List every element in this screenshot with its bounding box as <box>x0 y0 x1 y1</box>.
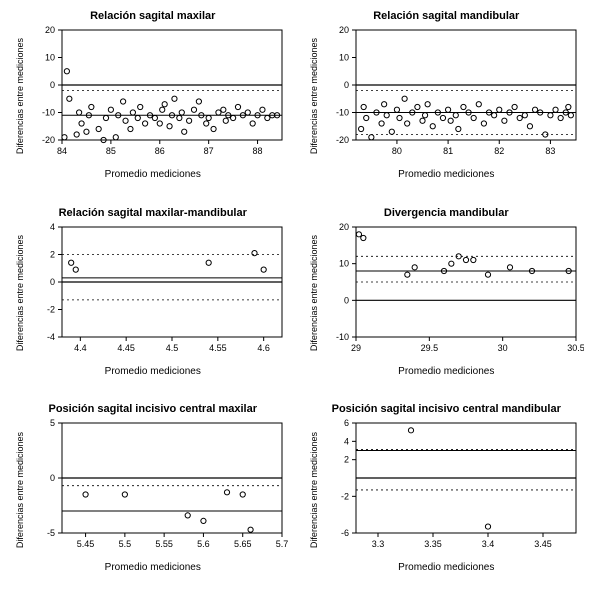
chart-panel-p3: Relación sagital maxilar-mandibular Difer… <box>10 207 296 396</box>
plot-svg: 3.3 3.35 3.4 3.45 -6 -2 2 4 6 <box>321 419 584 560</box>
svg-text:-10: -10 <box>42 108 55 118</box>
x-axis-label: Promedio mediciones <box>398 366 494 377</box>
svg-text:-6: -6 <box>341 528 349 538</box>
svg-text:4.4: 4.4 <box>74 343 87 353</box>
svg-text:20: 20 <box>339 26 349 35</box>
plot-wrap: Diferencias entre mediciones5.455.55.555… <box>15 419 290 560</box>
svg-text:-20: -20 <box>42 135 55 145</box>
svg-text:5.45: 5.45 <box>77 539 95 549</box>
y-axis-label: Diferencias entre mediciones <box>309 432 319 548</box>
panel-title: Relación sagital maxilar <box>90 10 215 22</box>
svg-text:5.6: 5.6 <box>197 539 210 549</box>
svg-text:3.4: 3.4 <box>481 539 494 549</box>
svg-text:-20: -20 <box>336 135 349 145</box>
svg-text:20: 20 <box>339 223 349 232</box>
svg-text:87: 87 <box>204 146 214 156</box>
chart-panel-p4: Divergencia mandibular Diferencias entre … <box>304 207 590 396</box>
svg-text:-4: -4 <box>47 332 55 342</box>
svg-text:83: 83 <box>545 146 555 156</box>
y-axis-label: Diferencias entre mediciones <box>15 38 25 154</box>
svg-text:5.55: 5.55 <box>156 539 174 549</box>
svg-text:-2: -2 <box>47 304 55 314</box>
svg-text:0: 0 <box>344 80 349 90</box>
plot-wrap: Diferencias entre mediciones 80 81 82 83 -20 -… <box>309 26 584 167</box>
svg-text:4: 4 <box>50 223 55 232</box>
plot-svg: 80 81 82 83 -20 -10 0 10 20 <box>321 26 584 167</box>
panel-title: Posición sagital incisivo central mandib… <box>332 403 561 415</box>
chart-panel-p1: Relación sagital maxilar Diferencias entr… <box>10 10 296 199</box>
panel-title: Divergencia mandibular <box>384 207 509 219</box>
svg-text:-5: -5 <box>47 528 55 538</box>
plot-svg: 4.4 4.45 4.5 4.55 4.6 -4 -2 0 2 4 <box>27 223 290 364</box>
chart-panel-p5: Posición sagital incisivo central maxila… <box>10 403 296 592</box>
chart-panel-p2: Relación sagital mandibular Diferencias e… <box>304 10 590 199</box>
svg-text:82: 82 <box>494 146 504 156</box>
plot-svg: 5.45 5.5 5.55 5.6 5.65 5.7 -5 0 5 <box>27 419 290 560</box>
y-axis-label: Diferencias entre mediciones <box>309 235 319 351</box>
plot-wrap: Diferencias entre mediciones 84 85 86 87 88 -2… <box>15 26 290 167</box>
svg-text:84: 84 <box>57 146 67 156</box>
panel-title: Relación sagital maxilar-mandibular <box>59 207 247 219</box>
svg-text:3.3: 3.3 <box>371 539 384 549</box>
svg-text:-10: -10 <box>336 108 349 118</box>
panel-title: Posición sagital incisivo central maxila… <box>49 403 257 415</box>
svg-text:5.7: 5.7 <box>276 539 289 549</box>
x-axis-label: Promedio mediciones <box>105 366 201 377</box>
svg-text:0: 0 <box>344 295 349 305</box>
svg-text:29: 29 <box>351 343 361 353</box>
plot-svg: 29 29.5 30 30.5 -10 0 10 20 <box>321 223 584 364</box>
svg-text:0: 0 <box>50 277 55 287</box>
x-axis-label: Promedio mediciones <box>105 169 201 180</box>
svg-text:5.5: 5.5 <box>119 539 132 549</box>
svg-text:2: 2 <box>344 455 349 465</box>
svg-text:4.5: 4.5 <box>166 343 179 353</box>
x-axis-label: Promedio mediciones <box>105 562 201 573</box>
svg-text:-10: -10 <box>336 332 349 342</box>
y-axis-label: Diferencias entre mediciones <box>15 235 25 351</box>
svg-text:81: 81 <box>443 146 453 156</box>
svg-text:4: 4 <box>344 437 349 447</box>
svg-text:-2: -2 <box>341 492 349 502</box>
svg-text:29.5: 29.5 <box>420 343 438 353</box>
x-axis-label: Promedio mediciones <box>398 169 494 180</box>
svg-text:3.45: 3.45 <box>534 539 552 549</box>
panel-title: Relación sagital mandibular <box>373 10 519 22</box>
plot-wrap: Diferencias entre mediciones3.33.353.43.… <box>309 419 584 560</box>
svg-text:30.5: 30.5 <box>567 343 584 353</box>
svg-text:85: 85 <box>106 146 116 156</box>
svg-text:4.55: 4.55 <box>209 343 227 353</box>
svg-text:20: 20 <box>45 26 55 35</box>
svg-text:4.6: 4.6 <box>258 343 271 353</box>
svg-text:5.65: 5.65 <box>234 539 252 549</box>
plot-wrap: Diferencias entre mediciones4.44.454.54.… <box>15 223 290 364</box>
svg-text:86: 86 <box>155 146 165 156</box>
svg-text:5: 5 <box>50 419 55 428</box>
svg-text:80: 80 <box>392 146 402 156</box>
svg-text:88: 88 <box>253 146 263 156</box>
svg-text:30: 30 <box>497 343 507 353</box>
svg-text:0: 0 <box>50 473 55 483</box>
y-axis-label: Diferencias entre mediciones <box>15 432 25 548</box>
chart-panel-p6: Posición sagital incisivo central mandib… <box>304 403 590 592</box>
plot-svg: 84 85 86 87 88 -20 -10 0 10 20 <box>27 26 290 167</box>
svg-text:3.35: 3.35 <box>424 539 442 549</box>
y-axis-label: Diferencias entre mediciones <box>309 38 319 154</box>
svg-text:2: 2 <box>50 249 55 259</box>
plot-wrap: Diferencias entre mediciones 29 29.5 30 30.5… <box>309 223 584 364</box>
svg-text:10: 10 <box>45 53 55 63</box>
svg-text:10: 10 <box>339 53 349 63</box>
svg-text:10: 10 <box>339 258 349 268</box>
svg-text:4.45: 4.45 <box>118 343 136 353</box>
chart-grid: Relación sagital maxilar Diferencias entr… <box>10 10 589 592</box>
svg-text:0: 0 <box>50 80 55 90</box>
x-axis-label: Promedio mediciones <box>398 562 494 573</box>
svg-text:6: 6 <box>344 419 349 428</box>
